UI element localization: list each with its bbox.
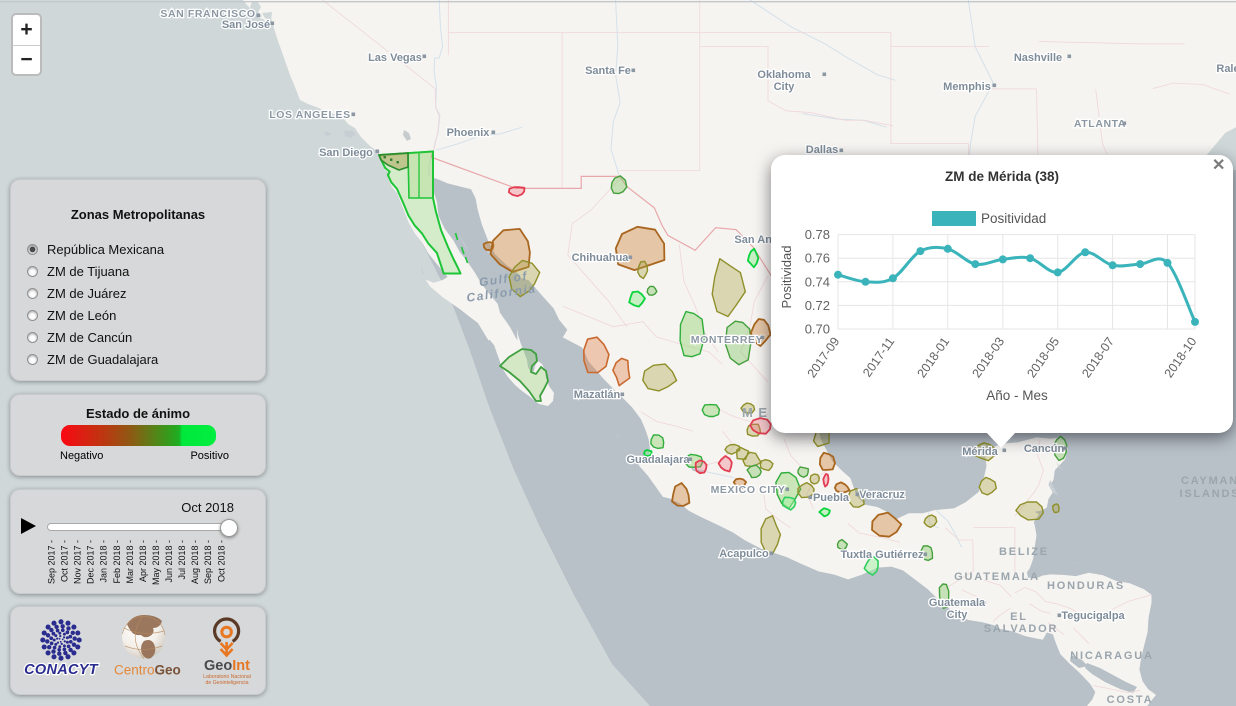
svg-text:Dec 2017 -: Dec 2017 - [86,540,96,584]
svg-text:Las Vegas: Las Vegas [368,52,422,64]
svg-text:Tuxtla Gutiérrez: Tuxtla Gutiérrez [841,549,924,561]
svg-text:2018-07: 2018-07 [1079,335,1117,381]
svg-text:NICARAGUA: NICARAGUA [1070,650,1153,662]
svg-text:Guatemala: Guatemala [929,597,986,609]
svg-text:Jun 2018 -: Jun 2018 - [164,540,174,583]
svg-text:Feb 2018 -: Feb 2018 - [112,540,122,584]
svg-text:ATLANTA: ATLANTA [1074,118,1126,130]
svg-text:Veracruz: Veracruz [859,489,905,501]
svg-text:Santa Fe: Santa Fe [585,65,631,77]
svg-text:Mérida: Mérida [962,446,998,458]
svg-text:Chihuahua: Chihuahua [572,252,630,264]
svg-text:Oct 2017 -: Oct 2017 - [60,540,70,582]
svg-text:Mazatlán: Mazatlán [574,389,621,401]
svg-text:CONACYT: CONACYT [24,662,99,678]
svg-text:Apr 2018 -: Apr 2018 - [138,540,148,582]
svg-text:0.74: 0.74 [805,274,830,289]
svg-text:Mar 2018 -: Mar 2018 - [125,540,135,584]
svg-text:City: City [947,609,969,621]
svg-text:SAN FRANCISCO: SAN FRANCISCO [160,8,255,20]
svg-text:LOS ANGELES: LOS ANGELES [269,109,350,121]
svg-text:Positividad: Positividad [779,246,794,309]
svg-text:ISLANDS: ISLANDS [1180,488,1236,500]
svg-text:City: City [774,81,796,93]
svg-text:Sep 2018 -: Sep 2018 - [203,540,213,584]
svg-text:Año - Mes: Año - Mes [986,388,1048,403]
svg-text:Nashville: Nashville [1014,52,1062,64]
svg-text:2018-05: 2018-05 [1024,335,1062,381]
svg-text:Tegucigalpa: Tegucigalpa [1061,610,1125,622]
svg-text:2018-10: 2018-10 [1162,335,1200,381]
svg-text:2017-11: 2017-11 [860,335,897,380]
svg-text:Guadalajara: Guadalajara [627,454,691,466]
svg-text:Puebla: Puebla [813,492,850,504]
svg-text:de Geointeligencia: de Geointeligencia [206,680,249,686]
svg-text:San Diego: San Diego [319,147,373,159]
svg-text:Aug 2018 -: Aug 2018 - [190,540,200,584]
svg-text:2017-09: 2017-09 [805,335,843,381]
svg-text:2018-03: 2018-03 [969,335,1007,381]
svg-text:0.78: 0.78 [805,227,830,242]
svg-text:MEXICO CITY: MEXICO CITY [711,484,786,496]
svg-text:GUATEMALA: GUATEMALA [954,571,1040,583]
svg-text:Dallas: Dallas [806,144,838,156]
svg-text:CAYMAN: CAYMAN [1181,475,1236,487]
svg-text:Phoenix: Phoenix [447,127,491,139]
svg-text:SALVADOR: SALVADOR [984,623,1059,635]
svg-text:Positividad: Positividad [981,211,1046,226]
svg-text:Jan 2018 -: Jan 2018 - [99,540,109,583]
svg-text:San Ant: San Ant [734,234,775,246]
svg-text:Sep 2017 -: Sep 2017 - [47,540,57,584]
svg-text:Cancún: Cancún [1024,443,1065,455]
svg-text:May 2018 -: May 2018 - [151,540,161,585]
svg-text:San José: San José [222,19,270,31]
svg-text:CentroGeo: CentroGeo [114,663,181,678]
svg-text:BELIZE: BELIZE [999,546,1049,558]
svg-text:2018-01: 2018-01 [914,335,952,381]
svg-text:Oklahoma: Oklahoma [757,69,811,81]
svg-text:0.76: 0.76 [805,251,830,266]
svg-text:0.70: 0.70 [805,322,830,337]
svg-text:Acapulco: Acapulco [719,548,769,560]
svg-text:HONDURAS: HONDURAS [1047,580,1125,592]
svg-text:Gulf of: Gulf of [478,269,529,290]
svg-text:Rale: Rale [1216,63,1236,75]
svg-text:0.72: 0.72 [805,298,830,313]
svg-text:EL: EL [1010,611,1028,623]
svg-text:COSTA: COSTA [1107,694,1154,706]
svg-text:Oct 2018 -: Oct 2018 - [216,540,226,582]
svg-text:Jul 2018 -: Jul 2018 - [177,540,187,580]
svg-text:Nov 2017 -: Nov 2017 - [73,540,83,584]
svg-text:Laboratorio Nacional: Laboratorio Nacional [203,674,251,680]
svg-text:MONTERREY: MONTERREY [691,334,764,346]
svg-text:Memphis: Memphis [943,81,991,93]
svg-text:GeoInt: GeoInt [204,658,250,674]
